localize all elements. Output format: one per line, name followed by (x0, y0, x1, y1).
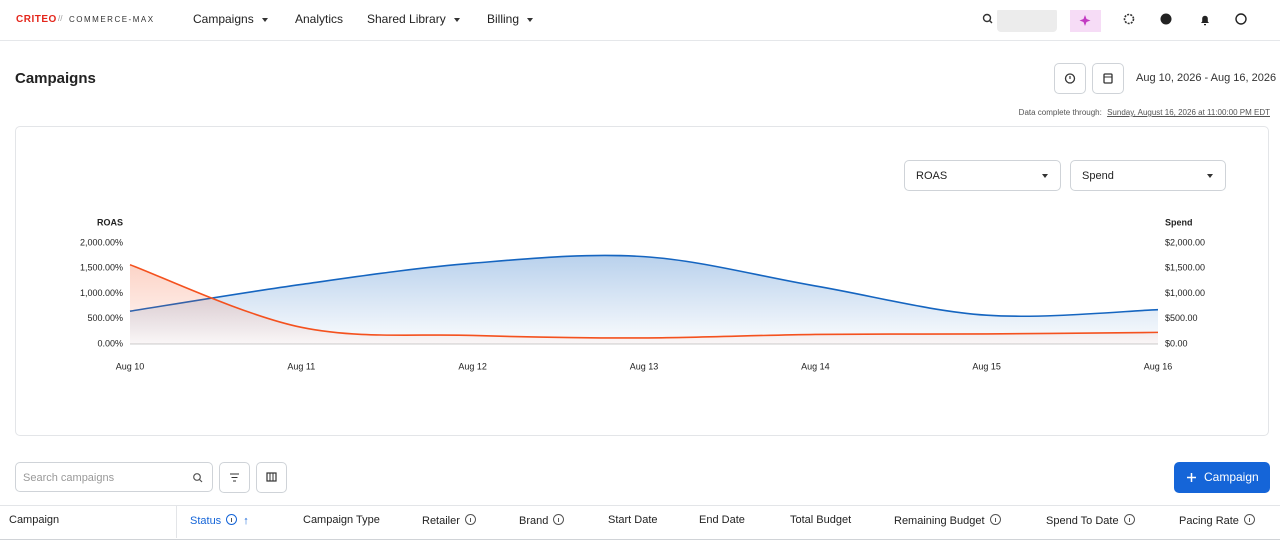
header-label: Retailer (422, 515, 460, 527)
column-header[interactable]: Campaign Type (303, 514, 380, 526)
calendar-icon (1103, 73, 1113, 84)
area (130, 264, 1158, 344)
chart: ROAS Spend 0.00% 500.00% 1,000.00% 1,500.00… (80, 217, 1205, 371)
caret (1207, 174, 1213, 178)
table-header (0, 505, 1280, 540)
info-icon[interactable] (1123, 514, 1135, 525)
button-label: Campaign (1204, 470, 1259, 484)
x-tick-label: Aug 10 (116, 361, 145, 371)
y2-axis-title: Spend (1165, 217, 1193, 227)
right-metric-select[interactable]: Spend (1070, 160, 1226, 191)
info-icon[interactable] (226, 514, 238, 525)
column-header[interactable]: Brand (519, 514, 565, 527)
y-axis-title: ROAS (97, 217, 123, 227)
notifications-icon[interactable] (1201, 15, 1209, 26)
help-icon[interactable] (1160, 13, 1172, 25)
sort-icon[interactable]: ↑ (243, 515, 249, 527)
column-divider (176, 505, 177, 538)
select-label: Spend (1082, 170, 1114, 182)
y2-tick-label: $1,500.00 (1165, 263, 1205, 273)
add-campaign-button[interactable]: Campaign (1174, 462, 1270, 493)
column-header[interactable]: Retailer (422, 514, 476, 527)
date-range[interactable]: Aug 10, 2026 - Aug 16, 2026 (1136, 72, 1277, 84)
account-icon[interactable] (1235, 13, 1247, 25)
y-tick-label: 2,000.00% (80, 237, 123, 247)
top-bar (0, 0, 1280, 41)
area (130, 255, 1158, 344)
header-label: Remaining Budget (894, 515, 985, 527)
info-icon[interactable] (989, 514, 1001, 525)
x-tick-label: Aug 15 (972, 361, 1001, 371)
blurred-field (997, 10, 1057, 32)
header-label: Pacing Rate (1179, 515, 1239, 527)
nav-label: Shared Library (367, 12, 446, 26)
logo[interactable]: CRITEO (16, 14, 57, 25)
line (129, 263, 1159, 339)
column-header[interactable]: End Date (699, 514, 745, 526)
info-icon[interactable] (464, 514, 476, 525)
filter-button[interactable] (219, 462, 250, 493)
y-tick-label: 1,500.00% (80, 263, 123, 273)
x-tick-label: Aug 13 (630, 361, 659, 371)
header-label: Spend To Date (1046, 515, 1119, 527)
x-tick-label: Aug 16 (1144, 361, 1173, 371)
filter-icon (230, 473, 239, 482)
nav-item[interactable]: Shared Library (367, 12, 460, 26)
y2-tick-label: $2,000.00 (1165, 237, 1205, 247)
search-icon (193, 473, 203, 483)
caret (527, 17, 534, 22)
data-complete-value[interactable]: Sunday, August 16, 2026 at 11:00:00 PM E… (1107, 108, 1270, 117)
search-input[interactable]: Search campaigns (15, 462, 213, 492)
header-label: Status (190, 515, 222, 527)
search-icon[interactable] (982, 13, 993, 24)
header-label: Brand (519, 515, 549, 527)
info-icon[interactable] (1243, 514, 1255, 525)
x-tick-label: Aug 12 (458, 361, 487, 371)
columns-icon (266, 472, 277, 482)
calendar-button[interactable] (1092, 63, 1124, 94)
product-name: COMMERCE-MAX (69, 15, 155, 24)
x-tick-label: Aug 14 (801, 361, 830, 371)
page-title: Campaigns (15, 70, 96, 87)
caret (453, 17, 460, 22)
column-header[interactable]: Campaign (9, 514, 60, 526)
nav-item[interactable]: Billing (487, 12, 534, 26)
settings-icon[interactable] (1123, 13, 1135, 25)
plus-icon (1187, 473, 1196, 482)
caret (261, 17, 268, 22)
x-tick-label: Aug 11 (287, 361, 315, 371)
column-header[interactable]: Total Budget (790, 514, 852, 526)
nav-item[interactable]: Analytics (295, 12, 344, 26)
select-label: ROAS (916, 170, 948, 182)
nav-label: Campaigns (193, 12, 254, 26)
data-complete: Data complete through: Sunday, August 16… (1019, 108, 1270, 117)
y2-tick-label: $500.00 (1165, 313, 1198, 323)
column-header[interactable]: Start Date (608, 514, 658, 526)
chart-card (15, 126, 1269, 436)
nav-icons (982, 10, 1247, 32)
column-header[interactable]: Pacing Rate (1179, 514, 1255, 527)
nav-label: Billing (487, 12, 520, 26)
info-icon[interactable] (553, 514, 565, 525)
line (129, 254, 1159, 318)
columns-button[interactable] (256, 462, 287, 493)
y2-tick-label: $1,000.00 (1165, 288, 1205, 298)
y-tick-label: 0.00% (97, 338, 123, 348)
logo-separator: // (58, 14, 63, 23)
column-header[interactable]: Remaining Budget (894, 514, 1001, 527)
nav-item[interactable]: Campaigns (193, 12, 268, 26)
y2-tick-label: $0.00 (1165, 338, 1188, 348)
search-placeholder: Search campaigns (23, 472, 115, 484)
left-metric-select[interactable]: ROAS (904, 160, 1061, 191)
y-tick-label: 500.00% (87, 313, 123, 323)
column-header[interactable]: Spend To Date (1046, 514, 1135, 527)
y-tick-label: 1,000.00% (80, 288, 123, 298)
data-complete-label: Data complete through: (1018, 108, 1102, 117)
sparkle-icon (1079, 15, 1091, 26)
history-button[interactable] (1054, 63, 1086, 94)
caret (1042, 174, 1048, 178)
column-header[interactable]: Status ↑ (190, 514, 249, 527)
history-icon (1064, 73, 1076, 84)
